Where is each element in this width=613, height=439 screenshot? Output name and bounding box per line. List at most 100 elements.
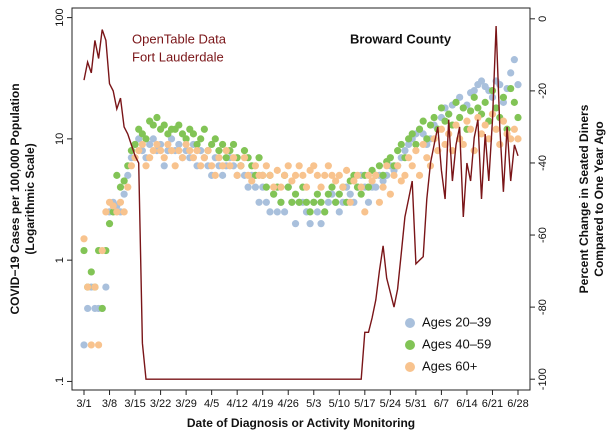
x-tick-label: 3/15 — [124, 398, 145, 410]
point — [470, 147, 478, 155]
point — [397, 140, 405, 149]
point — [109, 202, 117, 210]
point — [372, 183, 380, 191]
point — [131, 140, 139, 149]
x-tick-label: 5/3 — [306, 398, 321, 410]
point — [124, 171, 132, 179]
point — [317, 220, 325, 228]
point — [178, 130, 187, 138]
point — [386, 190, 394, 198]
x-tick-label: 3/29 — [175, 398, 196, 410]
point — [313, 171, 322, 179]
point — [456, 93, 464, 101]
point — [375, 198, 384, 206]
y-axis-label: (Logarithmic Scale) — [23, 143, 37, 254]
point — [313, 190, 322, 198]
chart-title: Broward County — [350, 31, 452, 46]
point — [302, 183, 311, 191]
point — [408, 130, 416, 138]
point — [364, 171, 373, 179]
point — [186, 147, 194, 155]
point — [193, 147, 201, 155]
point — [160, 162, 168, 170]
point — [507, 84, 515, 93]
x-tick-label: 6/28 — [507, 398, 528, 410]
point — [481, 121, 489, 129]
point — [342, 166, 351, 174]
point — [218, 140, 227, 149]
point — [477, 77, 486, 85]
point — [167, 147, 176, 155]
annotation: Fort Lauderdale — [132, 49, 224, 64]
x-tick-label: 5/31 — [405, 398, 426, 410]
x-tick-label: 3/1 — [76, 398, 91, 410]
point — [84, 304, 92, 313]
point — [510, 56, 518, 64]
point — [306, 208, 314, 216]
point — [270, 190, 278, 198]
point — [291, 220, 300, 228]
point — [208, 162, 216, 170]
point — [364, 198, 373, 206]
point — [142, 162, 150, 170]
y2-axis-label: Percent Change in Seated Diners — [577, 104, 591, 293]
x-axis-label: Date of Diagnosis or Activity Monitoring — [187, 416, 415, 430]
point — [120, 190, 128, 198]
point — [284, 162, 292, 170]
y2-tick-label: -80 — [537, 299, 549, 315]
point — [240, 154, 249, 162]
point — [149, 121, 157, 129]
point — [456, 113, 464, 122]
y2-axis-label: Compared to One Year Ago — [592, 121, 606, 276]
point — [404, 140, 413, 149]
point — [98, 304, 106, 313]
point — [383, 162, 391, 170]
x-tick-label: 3/22 — [150, 398, 171, 410]
point — [437, 125, 446, 133]
point — [302, 198, 311, 206]
point — [222, 147, 230, 155]
point — [280, 208, 289, 216]
x-tick-label: 4/26 — [278, 398, 299, 410]
point — [445, 110, 453, 118]
point — [127, 162, 136, 170]
x-tick-label: 3/8 — [102, 398, 117, 410]
point — [514, 135, 522, 143]
point — [394, 147, 402, 155]
point — [496, 140, 504, 149]
point — [412, 147, 420, 155]
point — [244, 183, 252, 191]
legend-label: Ages 60+ — [422, 358, 477, 373]
point — [459, 140, 467, 149]
point — [401, 147, 409, 155]
x-tick-label: 6/21 — [482, 398, 503, 410]
point — [291, 171, 300, 179]
point — [262, 183, 270, 191]
point — [259, 171, 267, 179]
point — [299, 171, 307, 179]
point — [270, 183, 278, 191]
legend-marker — [405, 340, 415, 350]
point — [98, 246, 106, 255]
point — [229, 140, 238, 149]
point — [255, 154, 263, 162]
point — [116, 198, 125, 206]
point — [175, 147, 183, 155]
point — [364, 183, 373, 191]
point — [178, 154, 187, 162]
point — [266, 208, 274, 216]
point — [211, 135, 219, 143]
point — [189, 154, 198, 162]
point — [361, 208, 369, 216]
x-tick-label: 4/19 — [252, 398, 273, 410]
legend-label: Ages 20–39 — [422, 314, 491, 329]
point — [200, 154, 208, 162]
point — [277, 183, 285, 191]
point — [91, 283, 99, 291]
point — [452, 98, 460, 106]
point — [164, 140, 172, 149]
x-tick-label: 5/24 — [380, 398, 401, 410]
point — [138, 140, 146, 149]
y2-tick-label: -100 — [537, 368, 549, 390]
